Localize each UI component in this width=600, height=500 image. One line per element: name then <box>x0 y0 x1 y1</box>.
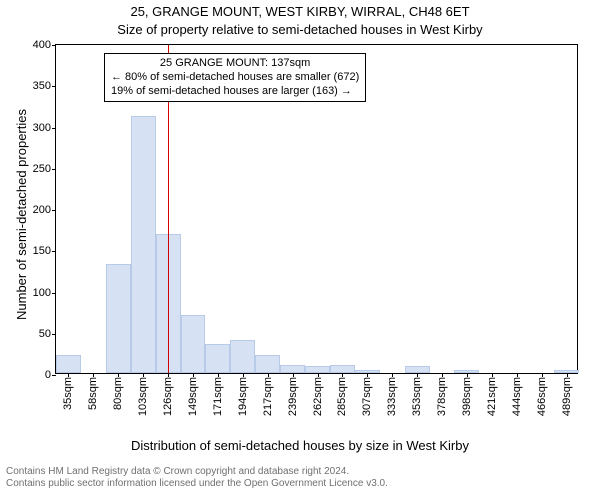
x-tick-label: 353sqm <box>411 377 423 416</box>
histogram-bar <box>205 344 230 373</box>
x-tick-label: 217sqm <box>262 377 274 416</box>
histogram-bar <box>56 355 81 373</box>
x-tick-label: 194sqm <box>237 377 249 416</box>
y-tick-label: 300 <box>33 122 56 134</box>
x-axis-label: Distribution of semi-detached houses by … <box>0 438 600 453</box>
y-tick-label: 50 <box>39 328 56 340</box>
attribution-line-1: Contains HM Land Registry data © Crown c… <box>6 466 594 478</box>
histogram-bar <box>106 264 131 373</box>
attribution-text: Contains HM Land Registry data © Crown c… <box>6 466 594 490</box>
x-tick-label: 149sqm <box>187 377 199 416</box>
histogram-bar <box>280 365 305 373</box>
chart-title-sub: Size of property relative to semi-detach… <box>0 22 600 37</box>
histogram-bar <box>131 116 156 373</box>
plot-area: 05010015020025030035040035sqm58sqm80sqm1… <box>55 44 578 374</box>
y-tick-label: 100 <box>33 287 56 299</box>
histogram-bar <box>255 355 280 373</box>
x-tick-label: 262sqm <box>312 377 324 416</box>
histogram-bar <box>181 315 206 373</box>
histogram-bar <box>405 366 430 373</box>
figure: 25, GRANGE MOUNT, WEST KIRBY, WIRRAL, CH… <box>0 0 600 500</box>
y-tick-label: 200 <box>33 204 56 216</box>
x-tick-label: 171sqm <box>212 377 224 416</box>
x-tick-label: 421sqm <box>486 377 498 416</box>
x-tick-label: 239sqm <box>287 377 299 416</box>
y-axis-label: Number of semi-detached properties <box>14 109 29 320</box>
x-tick-label: 333sqm <box>386 377 398 416</box>
x-tick-label: 58sqm <box>87 377 99 410</box>
x-tick-label: 285sqm <box>336 377 348 416</box>
histogram-bar <box>330 365 355 373</box>
x-tick-label: 35sqm <box>62 377 74 410</box>
x-tick-label: 489sqm <box>561 377 573 416</box>
y-tick-label: 150 <box>33 245 56 257</box>
histogram-bar <box>305 366 330 373</box>
annotation-box: 25 GRANGE MOUNT: 137sqm← 80% of semi-det… <box>104 53 366 102</box>
annotation-line: 25 GRANGE MOUNT: 137sqm <box>111 57 359 71</box>
x-tick-label: 80sqm <box>112 377 124 410</box>
x-tick-label: 398sqm <box>461 377 473 416</box>
y-tick-label: 0 <box>45 369 56 381</box>
annotation-line: ← 80% of semi-detached houses are smalle… <box>111 71 359 85</box>
x-tick-label: 126sqm <box>162 377 174 416</box>
y-tick-label: 250 <box>33 163 56 175</box>
x-tick-label: 103sqm <box>137 377 149 416</box>
x-tick-label: 444sqm <box>511 377 523 416</box>
x-tick-label: 466sqm <box>536 377 548 416</box>
x-tick-label: 378sqm <box>436 377 448 416</box>
attribution-line-2: Contains public sector information licen… <box>6 478 594 490</box>
y-tick-label: 350 <box>33 80 56 92</box>
chart-title-main: 25, GRANGE MOUNT, WEST KIRBY, WIRRAL, CH… <box>0 4 600 19</box>
histogram-bar <box>230 340 255 373</box>
y-tick-label: 400 <box>33 39 56 51</box>
annotation-line: 19% of semi-detached houses are larger (… <box>111 85 359 99</box>
x-tick-label: 307sqm <box>361 377 373 416</box>
